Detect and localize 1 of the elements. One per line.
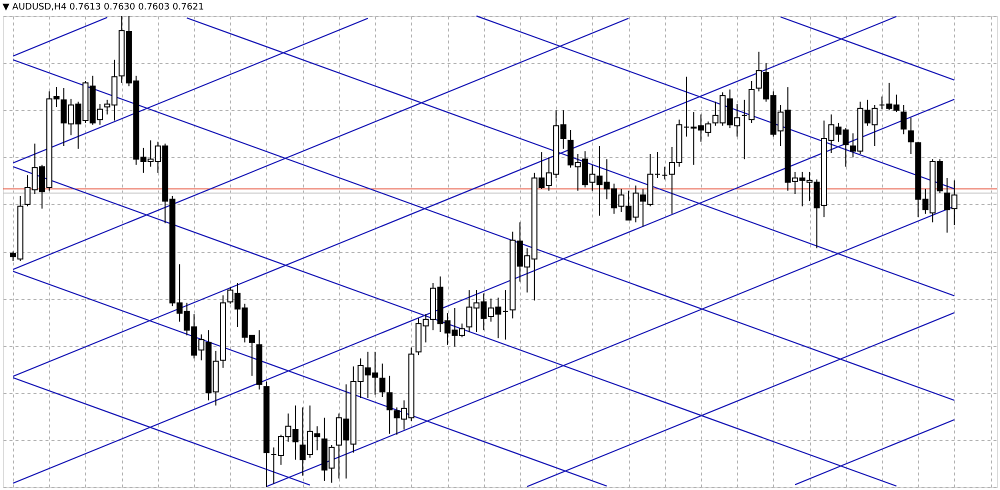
chart-title: ▼ AUDUSD,H4 0.7613 0.7630 0.7603 0.7621 <box>2 2 204 12</box>
